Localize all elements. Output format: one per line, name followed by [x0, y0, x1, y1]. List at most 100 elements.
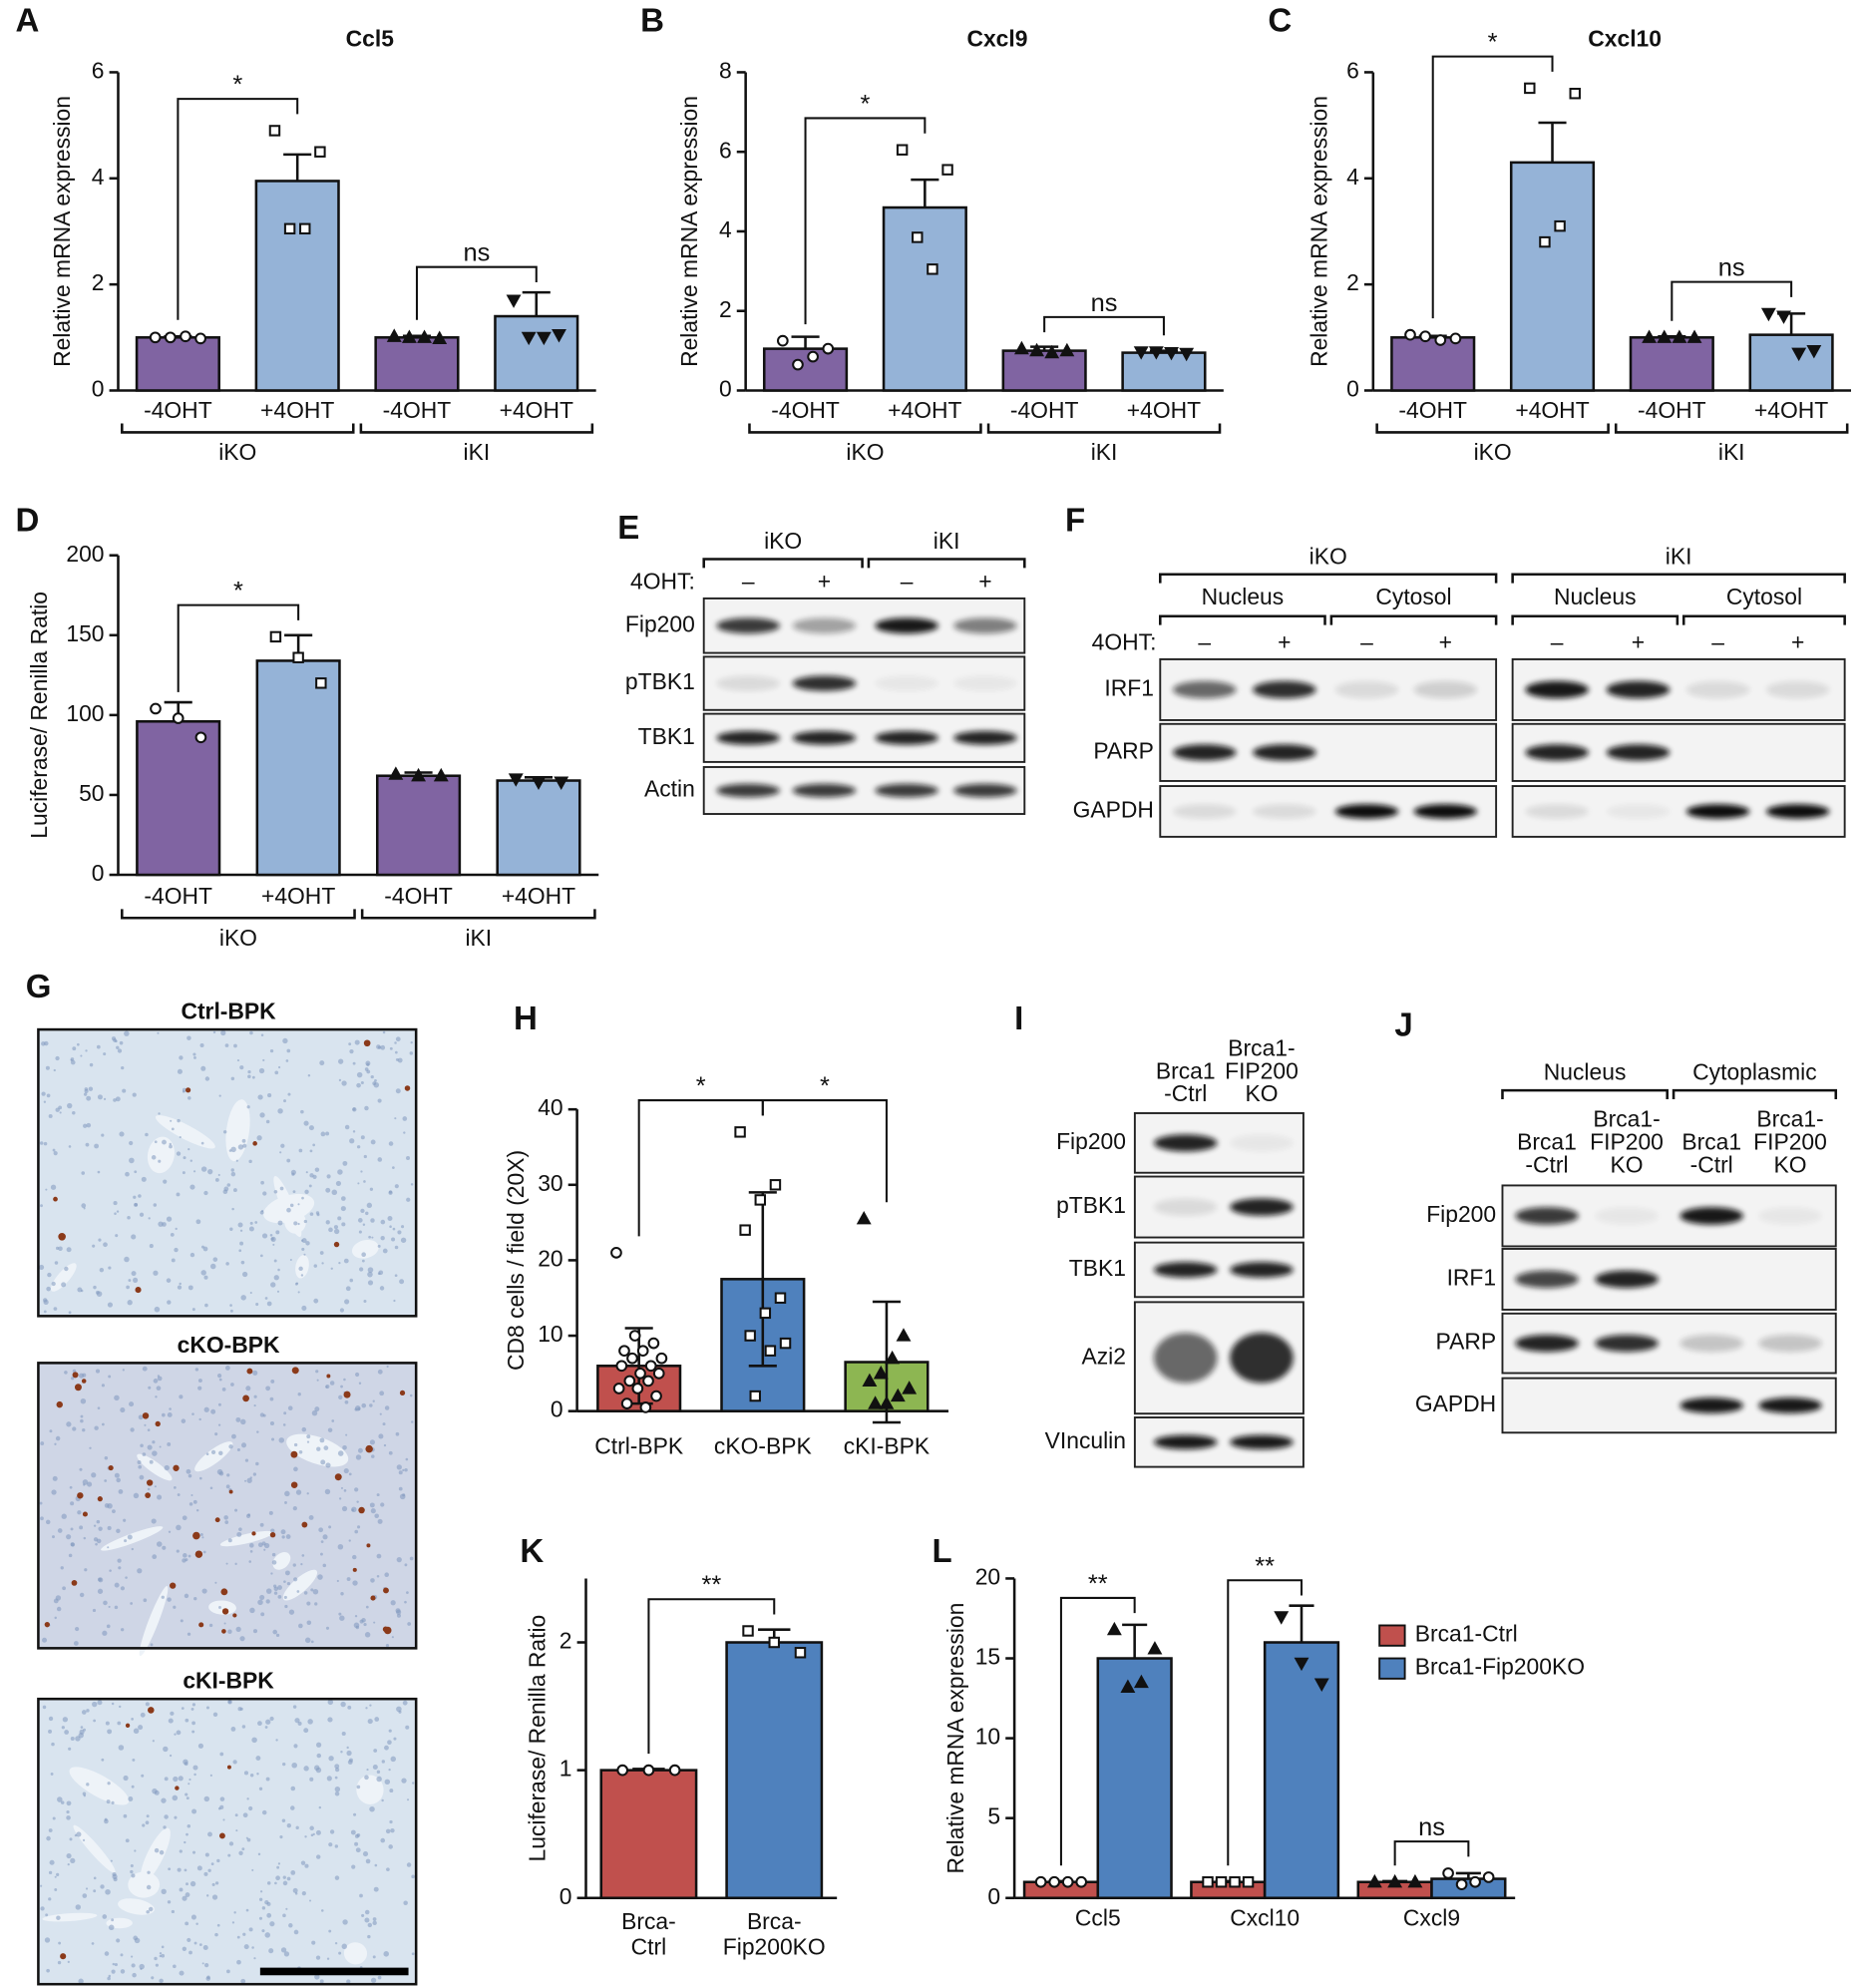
- nucleus: [293, 1744, 298, 1749]
- x-tick-label: Cxcl10: [1230, 1904, 1300, 1930]
- nucleus: [361, 1402, 367, 1408]
- stained-cell: [82, 1511, 88, 1517]
- treatment-label: 4OHT:: [1092, 629, 1157, 655]
- stained-cell: [399, 1390, 406, 1396]
- blot-header: Nucleus: [1544, 1059, 1627, 1085]
- nucleus: [107, 1729, 113, 1735]
- nucleus: [255, 1303, 259, 1307]
- nucleus: [118, 1745, 125, 1751]
- data-point: [912, 231, 924, 243]
- nucleus: [339, 1615, 345, 1621]
- nucleus: [216, 1858, 220, 1863]
- stained-cell: [60, 1953, 67, 1960]
- nucleus: [116, 1210, 120, 1213]
- nucleus: [234, 1508, 238, 1512]
- nucleus: [45, 1913, 49, 1917]
- stained-cell: [232, 1613, 237, 1618]
- nucleus: [226, 1969, 230, 1974]
- nucleus: [130, 1427, 135, 1432]
- nucleus: [86, 1709, 90, 1713]
- y-tick-label: 1: [559, 1756, 572, 1782]
- nucleus: [261, 1906, 266, 1910]
- stroma: [219, 1530, 273, 1547]
- nucleus: [236, 1959, 241, 1965]
- nucleus: [230, 1146, 236, 1153]
- nucleus: [47, 1272, 52, 1278]
- nucleus: [230, 1171, 236, 1177]
- nucleus: [166, 1216, 173, 1222]
- nucleus: [283, 1099, 286, 1103]
- nucleus: [354, 1529, 359, 1534]
- nucleus: [186, 1823, 191, 1828]
- nucleus: [316, 1379, 319, 1382]
- nucleus: [380, 1502, 385, 1507]
- panel-label: B: [640, 3, 664, 40]
- nucleus: [307, 1074, 311, 1077]
- nucleus: [61, 1513, 67, 1519]
- nucleus: [177, 1867, 182, 1872]
- nucleus: [40, 1884, 43, 1887]
- nucleus: [285, 1534, 291, 1539]
- nucleus: [240, 1295, 246, 1301]
- nucleus: [357, 1182, 360, 1185]
- stroma: [194, 1441, 233, 1472]
- data-point: [1449, 332, 1462, 345]
- nucleus: [102, 1914, 108, 1919]
- nucleus: [319, 1979, 324, 1984]
- significance-bracket: [1671, 280, 1793, 321]
- data-point: [536, 331, 552, 346]
- nucleus: [110, 1859, 113, 1862]
- nucleus: [401, 1778, 407, 1784]
- nucleus: [139, 1474, 145, 1480]
- stained-cell: [173, 1464, 180, 1471]
- nucleus: [137, 1568, 143, 1574]
- nucleus: [234, 1562, 237, 1565]
- nucleus: [134, 1849, 137, 1852]
- nucleus: [271, 1437, 275, 1441]
- nucleus: [222, 1818, 225, 1821]
- data-point: [655, 1352, 668, 1365]
- panel-label: G: [26, 969, 52, 1005]
- nucleus: [161, 1953, 166, 1958]
- nucleus: [159, 1445, 162, 1448]
- nucleus: [131, 1955, 134, 1958]
- data-point: [879, 1395, 895, 1409]
- nucleus: [337, 1058, 344, 1064]
- nucleus: [259, 1890, 263, 1893]
- nucleus: [43, 1100, 47, 1103]
- header-bracket: [1511, 573, 1846, 584]
- nucleus: [218, 1450, 223, 1456]
- nucleus: [125, 1171, 130, 1177]
- nucleus: [182, 1087, 186, 1092]
- nucleus: [247, 1069, 251, 1074]
- nucleus: [192, 1765, 198, 1771]
- nucleus: [61, 1282, 67, 1288]
- nucleus: [390, 1756, 397, 1763]
- blot-band: [1253, 680, 1316, 699]
- nucleus: [374, 1863, 378, 1867]
- header-bracket: [1672, 1088, 1838, 1099]
- nucleus: [326, 1957, 330, 1960]
- nucleus: [270, 1282, 276, 1288]
- nucleus: [301, 1891, 306, 1896]
- nucleus: [412, 1782, 415, 1785]
- nucleus: [365, 1707, 368, 1710]
- data-point: [754, 1194, 767, 1206]
- stained-cell: [333, 1241, 340, 1248]
- data-point: [1469, 1875, 1481, 1888]
- nucleus: [356, 1071, 363, 1078]
- nucleus: [192, 1499, 197, 1504]
- group-label: iKO: [219, 925, 257, 951]
- nucleus: [203, 1275, 208, 1280]
- nucleus: [128, 1279, 132, 1282]
- nucleus: [376, 1575, 380, 1578]
- nucleus: [98, 1577, 104, 1583]
- nucleus: [152, 1450, 158, 1456]
- data-point: [180, 330, 191, 343]
- significance-label: **: [1255, 1552, 1275, 1580]
- nucleus: [405, 1725, 410, 1730]
- data-point: [1048, 1875, 1061, 1888]
- nucleus: [79, 1525, 84, 1530]
- blot-band: [1153, 1198, 1218, 1216]
